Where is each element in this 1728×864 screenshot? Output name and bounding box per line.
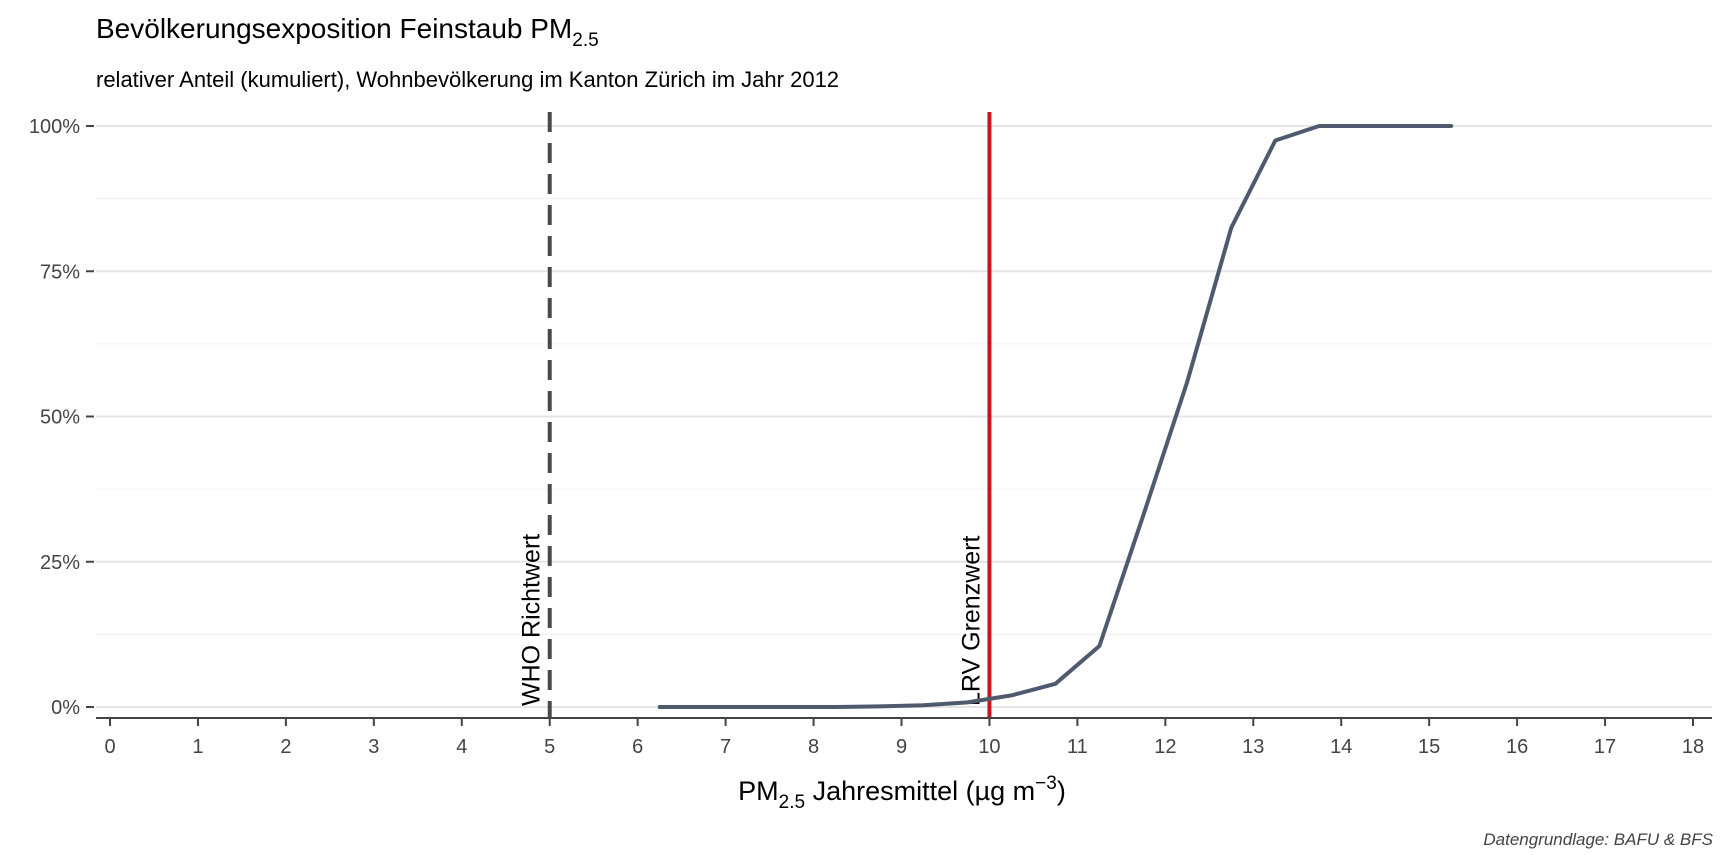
y-tick-label: 50% — [40, 407, 80, 429]
data-point — [1054, 683, 1056, 685]
data-point — [922, 704, 924, 706]
chart-title: Bevölkerungsexposition Feinstaub PM2.5 — [96, 13, 599, 51]
xlabel-mid: Jahresmittel (µg m — [805, 776, 1035, 806]
y-tick-label: 100% — [29, 116, 80, 138]
x-tick-label: 5 — [544, 736, 555, 758]
x-tick-label: 0 — [104, 736, 115, 758]
x-tick-label: 14 — [1330, 736, 1352, 758]
data-point — [879, 705, 881, 707]
chart-subtitle: relativer Anteil (kumuliert), Wohnbevölk… — [96, 67, 839, 92]
title-main: Bevölkerungsexposition Feinstaub PM — [96, 13, 572, 44]
xlabel-subscript: 2.5 — [779, 792, 805, 813]
y-tick-label: 25% — [40, 552, 80, 574]
data-point — [1098, 645, 1100, 647]
x-tick-label: 2 — [280, 736, 291, 758]
x-tick-label: 15 — [1418, 736, 1440, 758]
reference-lines: WHO Richtwert LRV Grenzwert — [518, 112, 992, 718]
y-tick-label: 75% — [40, 261, 80, 283]
x-tick-label: 9 — [896, 736, 907, 758]
xlabel-post: ) — [1057, 776, 1066, 806]
y-tick-label: 0% — [51, 697, 80, 719]
data-point — [1274, 140, 1276, 142]
data-point — [1450, 125, 1452, 127]
data-point — [659, 706, 661, 708]
series-layer — [657, 124, 1454, 709]
reference-line-label: LRV Grenzwert — [957, 536, 985, 706]
x-tick-label: 8 — [808, 736, 819, 758]
data-point — [835, 706, 837, 708]
data-point — [747, 706, 749, 708]
x-tick-label: 10 — [978, 736, 1000, 758]
caption: Datengrundlage: BAFU & BFS — [1483, 830, 1713, 849]
grid-major — [96, 125, 1712, 708]
data-point — [1362, 125, 1364, 127]
x-tick-label: 7 — [720, 736, 731, 758]
x-axis-label: PM2.5 Jahresmittel (µg m−3) — [738, 773, 1066, 813]
x-tick-label: 16 — [1506, 736, 1528, 758]
data-point — [1010, 694, 1012, 696]
data-point — [1186, 381, 1188, 383]
data-point — [703, 706, 705, 708]
x-tick-label: 13 — [1242, 736, 1264, 758]
x-tick-label: 1 — [192, 736, 203, 758]
data-point — [1318, 125, 1320, 127]
grid-minor — [96, 198, 1712, 635]
x-tick-label: 11 — [1067, 736, 1088, 758]
x-tick-label: 17 — [1594, 736, 1616, 758]
x-tick-label: 6 — [632, 736, 643, 758]
data-point — [1142, 514, 1144, 516]
x-tick-label: 4 — [456, 736, 467, 758]
title-subscript: 2.5 — [572, 30, 598, 51]
axes: 0%25%50%75%100%0 1 2 3 4 5 6 7 8 9 10 11 12 13 14 15 16 1… — [29, 116, 1712, 758]
data-point — [1230, 227, 1232, 229]
x-tick-label: 3 — [368, 736, 379, 758]
data-point — [1406, 125, 1408, 127]
x-tick-label: 18 — [1682, 736, 1704, 758]
xlabel-superscript: −3 — [1035, 773, 1057, 794]
reference-line-label: WHO Richtwert — [518, 534, 546, 706]
xlabel-pre: PM — [738, 776, 779, 806]
data-point — [791, 706, 793, 708]
data-point — [966, 701, 968, 703]
x-tick-label: 12 — [1154, 736, 1176, 758]
